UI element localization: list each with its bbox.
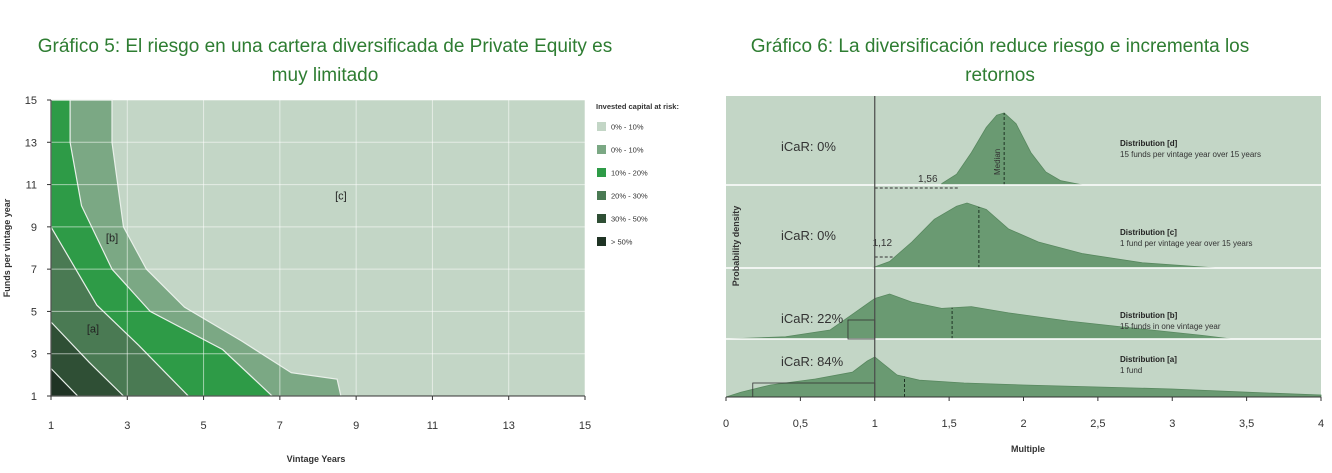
distribution-title-0: Distribution [d] (1120, 139, 1178, 148)
legend-swatch-1 (597, 145, 606, 154)
region-label-1: [b] (106, 233, 118, 245)
icar-label-0: iCaR: 0% (781, 139, 836, 154)
icar-label-2: iCaR: 22% (781, 311, 844, 326)
x-tick-label-5: 11 (427, 420, 438, 432)
legend-swatch-4 (597, 214, 606, 223)
legend-label-3: 20% - 30% (611, 192, 648, 201)
legend-label-4: 30% - 50% (611, 215, 648, 224)
x-tick-label-4: 9 (353, 420, 359, 432)
legend-label-0: 0% - 10% (611, 123, 644, 132)
y-tick-label-3: 7 (31, 264, 37, 276)
distribution-title-3: Distribution [a] (1120, 355, 1177, 364)
y-tick-label-5: 11 (26, 180, 37, 192)
marker-value-0: 1,56 (918, 174, 938, 185)
legend-title: Invested capital at risk: (596, 102, 679, 111)
region-label-0: [a] (87, 324, 99, 336)
x6-tick-label-6: 3 (1169, 418, 1175, 430)
x6-tick-label-1: 0,5 (793, 418, 808, 430)
y-tick-label-1: 3 (31, 349, 37, 361)
distribution-subtitle-0: 15 funds per vintage year over 15 years (1120, 150, 1261, 159)
distribution-subtitle-1: 1 fund per vintage year over 15 years (1120, 239, 1253, 248)
y-tick-label-7: 15 (25, 95, 37, 107)
y-tick-label-2: 5 (31, 306, 37, 318)
distribution-title-2: Distribution [b] (1120, 311, 1178, 320)
x6-tick-label-2: 1 (872, 418, 878, 430)
x-tick-label-1: 3 (124, 420, 130, 432)
x-tick-label-3: 7 (277, 420, 283, 432)
chart5-x-axis-label: Vintage Years (287, 454, 346, 464)
chart5-y-axis-label: Funds per vintage year (2, 198, 12, 297)
icar-label-3: iCaR: 84% (781, 354, 844, 369)
distribution-subtitle-3: 1 fund (1120, 366, 1142, 375)
x-tick-label-2: 5 (201, 420, 207, 432)
legend-swatch-5 (597, 237, 606, 246)
chart6-y-axis-label: Probability density (731, 206, 741, 287)
legend-label-1: 0% - 10% (611, 146, 644, 155)
x-tick-label-0: 1 (48, 420, 54, 432)
legend-swatch-3 (597, 191, 606, 200)
legend-swatch-2 (597, 168, 606, 177)
x-tick-label-7: 15 (579, 420, 591, 432)
chart6-title: Gráfico 6: La diversificación reduce rie… (750, 36, 1250, 86)
x6-tick-label-3: 1,5 (941, 418, 956, 430)
x-tick-label-6: 13 (503, 420, 515, 432)
legend-label-2: 10% - 20% (611, 169, 648, 178)
x6-tick-label-0: 0 (723, 418, 729, 430)
icar-label-1: iCaR: 0% (781, 228, 836, 243)
x6-tick-label-5: 2,5 (1090, 418, 1105, 430)
median-label: Median (993, 149, 1002, 175)
y-tick-label-4: 9 (31, 222, 37, 234)
distribution-title-1: Distribution [c] (1120, 228, 1177, 237)
chart6-x-axis-label: Multiple (1011, 444, 1045, 454)
region-label-2: [c] (335, 190, 347, 202)
legend-swatch-0 (597, 122, 606, 131)
legend-label-5: > 50% (611, 238, 633, 247)
y-tick-label-6: 13 (25, 137, 37, 149)
x6-tick-label-8: 4 (1318, 418, 1324, 430)
x6-tick-label-7: 3,5 (1239, 418, 1254, 430)
y-tick-label-0: 1 (31, 391, 37, 403)
chart5-title: Gráfico 5: El riesgo en una cartera dive… (37, 36, 613, 86)
density-curve-1 (871, 202, 1217, 269)
marker-value-1: 1,12 (873, 238, 893, 249)
density-curve-2 (725, 293, 1232, 340)
x6-tick-label-4: 2 (1020, 418, 1026, 430)
distribution-subtitle-2: 15 funds in one vintage year (1120, 322, 1221, 331)
